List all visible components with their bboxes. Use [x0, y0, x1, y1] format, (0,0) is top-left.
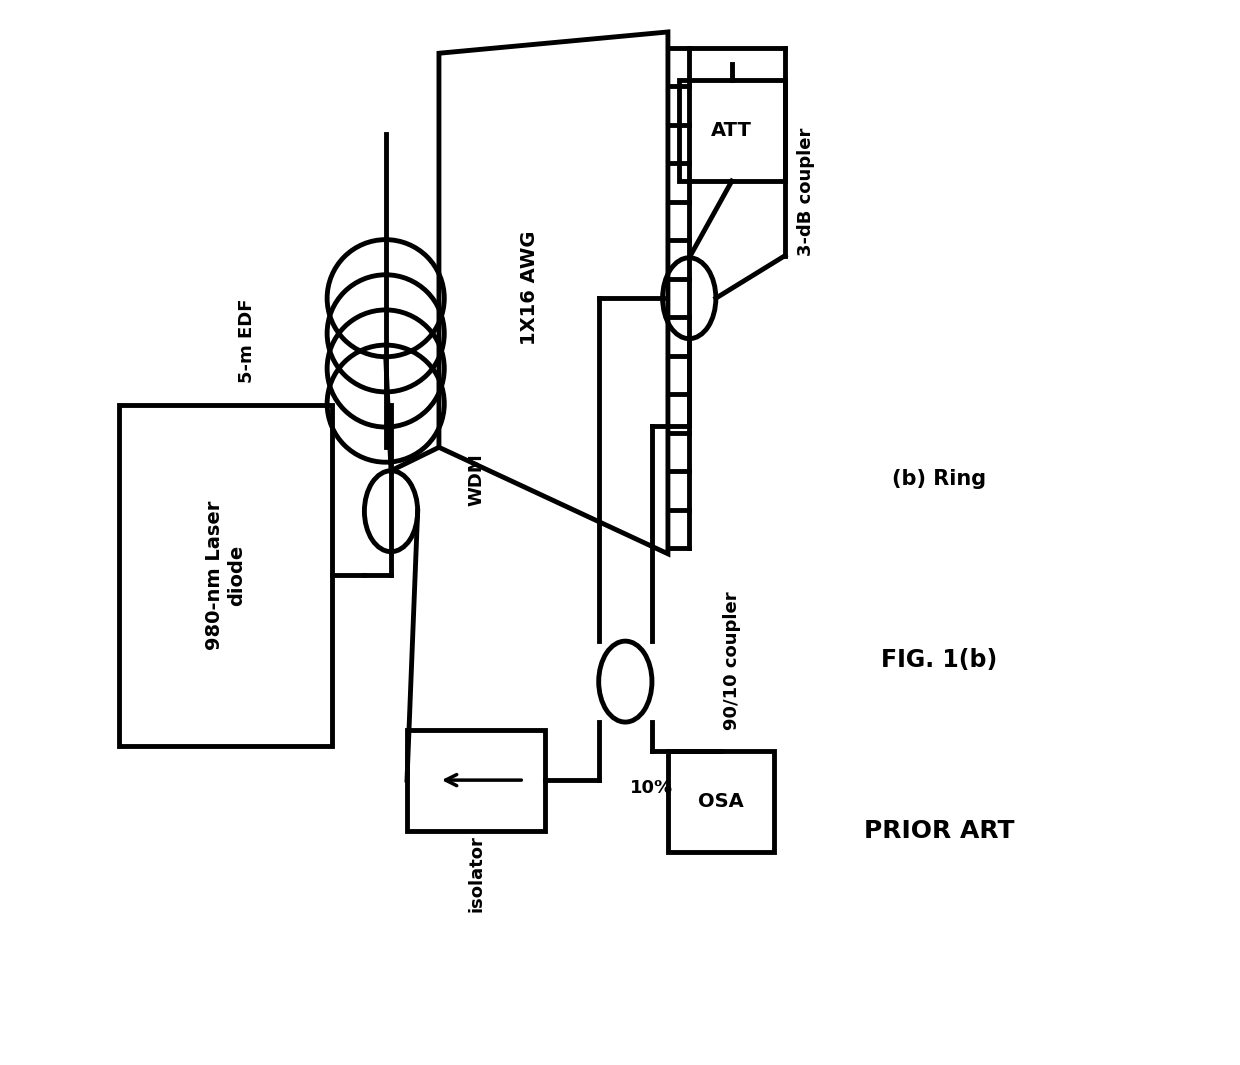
Text: 90/10 coupler: 90/10 coupler	[723, 591, 740, 730]
Text: FIG. 1(b): FIG. 1(b)	[882, 649, 998, 672]
Text: isolator: isolator	[467, 835, 485, 912]
Bar	[678, 80, 785, 181]
Text: 3-dB coupler: 3-dB coupler	[797, 128, 816, 256]
Text: WDM: WDM	[467, 453, 485, 506]
Text: OSA: OSA	[698, 792, 744, 810]
Text: 5-m EDF: 5-m EDF	[238, 298, 257, 383]
Text: 980-nm Laser
diode: 980-nm Laser diode	[206, 501, 247, 650]
Text: 10%: 10%	[630, 780, 673, 797]
Text: 1X16 AWG: 1X16 AWG	[520, 230, 539, 345]
Bar	[407, 730, 546, 831]
Text: ATT: ATT	[712, 121, 753, 140]
Text: PRIOR ART: PRIOR ART	[864, 819, 1014, 842]
Bar	[119, 405, 332, 746]
Text: (b) Ring: (b) Ring	[893, 470, 987, 489]
Bar	[668, 751, 775, 852]
